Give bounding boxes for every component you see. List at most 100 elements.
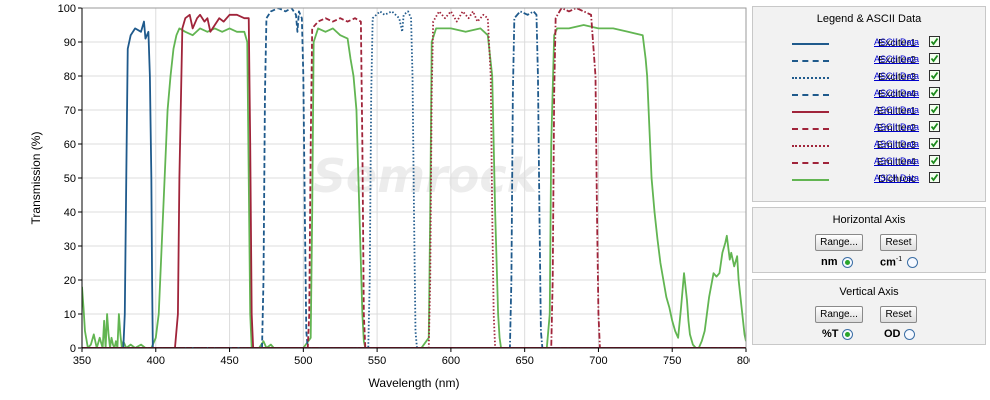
y-tick-label: 30 [64, 241, 76, 253]
nm-radio[interactable] [842, 257, 853, 268]
legend-swatch [792, 77, 829, 79]
y-tick-label: 70 [64, 105, 76, 117]
horizontal-range-button[interactable]: Range... [815, 234, 863, 251]
horizontal-axis-title: Horizontal Axis [832, 214, 906, 226]
wavenumber-option-base: cm [880, 256, 896, 269]
legend-item-exciter4: Exciter4 ASCII Data [753, 86, 985, 103]
series-emitter3 [82, 10, 746, 348]
checkmark-icon [930, 88, 939, 97]
ascii-data-link[interactable]: ASCII Data [874, 139, 920, 149]
series-exciter1 [82, 20, 746, 348]
nm-option-label: nm [821, 256, 838, 268]
od-option-label: OD [884, 328, 901, 340]
horizontal-axis-panel: Horizontal Axis Range... Reset nm cm-1 [752, 207, 986, 273]
checkmark-icon [930, 139, 939, 148]
legend-label: Emitter1 [876, 105, 916, 117]
series-visibility-checkbox[interactable] [929, 172, 940, 183]
ascii-data-link[interactable]: ASCII Data [874, 37, 920, 47]
legend-item-exciter2: Exciter2 ASCII Data [753, 52, 985, 69]
legend-item-emitter3: Emitter3 ASCII Data [753, 137, 985, 154]
series-visibility-checkbox[interactable] [929, 53, 940, 64]
series-emitter1 [82, 13, 746, 348]
series-visibility-checkbox[interactable] [929, 155, 940, 166]
legend-label: Dichroic [878, 173, 916, 185]
ascii-data-link[interactable]: ASCII Data [874, 88, 920, 98]
x-tick-label: 600 [442, 355, 460, 367]
legend-label: Emitter4 [876, 156, 916, 168]
wavenumber-option-label: cm-1 [880, 256, 902, 269]
series-exciter4 [82, 10, 746, 348]
checkmark-icon [930, 105, 939, 114]
series-exciter3 [82, 10, 746, 348]
y-tick-label: 10 [64, 309, 76, 321]
legend-label: Emitter3 [876, 139, 916, 151]
legend-item-emitter1: Emitter1 ASCII Data [753, 103, 985, 120]
series-layer [82, 8, 746, 348]
series-visibility-checkbox[interactable] [929, 138, 940, 149]
legend-panel-title: Legend & ASCII Data [816, 13, 922, 25]
ascii-data-link[interactable]: ASCII Data [874, 173, 920, 183]
legend-swatch [792, 162, 829, 164]
y-tick-label: 60 [64, 139, 76, 151]
legend-item-dichroic: Dichroic ASCII Data [753, 171, 985, 188]
x-tick-label: 700 [589, 355, 607, 367]
watermark: Semrock [313, 149, 540, 203]
vertical-range-button[interactable]: Range... [815, 306, 863, 323]
wavenumber-radio[interactable] [907, 257, 918, 268]
series-visibility-checkbox[interactable] [929, 70, 940, 81]
ascii-data-link[interactable]: ASCII Data [874, 105, 920, 115]
legend-item-emitter2: Emitter2 ASCII Data [753, 120, 985, 137]
x-tick-label: 350 [73, 355, 91, 367]
transmission-radio[interactable] [842, 329, 853, 340]
y-axis-label: Transmission (%) [29, 132, 43, 225]
grid [82, 7, 747, 348]
legend-label: Exciter1 [878, 37, 916, 49]
series-visibility-checkbox[interactable] [929, 36, 940, 47]
wavenumber-option-sup: -1 [895, 256, 903, 263]
series-emitter4 [82, 8, 746, 348]
y-tick-label: 80 [64, 71, 76, 83]
series-visibility-checkbox[interactable] [929, 87, 940, 98]
x-tick-label: 750 [663, 355, 681, 367]
legend-label: Exciter3 [878, 71, 916, 83]
ascii-data-link[interactable]: ASCII Data [874, 54, 920, 64]
ascii-data-link[interactable]: ASCII Data [874, 71, 920, 81]
y-tick-label: 90 [64, 37, 76, 49]
ascii-data-link[interactable]: ASCII Data [874, 122, 920, 132]
transmission-chart: Semrock 350 400 450 500 550 600 650 700 750 800 0 1… [29, 3, 750, 390]
x-tick-label: 650 [515, 355, 533, 367]
vertical-axis-panel: Vertical Axis Range... Reset %T OD [752, 279, 986, 345]
x-tick-label: 550 [368, 355, 386, 367]
legend-swatch [792, 94, 829, 96]
checkmark-icon [930, 173, 939, 182]
od-radio[interactable] [904, 329, 915, 340]
x-tick-label: 500 [294, 355, 312, 367]
y-tick-label: 20 [64, 275, 76, 287]
y-tick-label: 100 [58, 3, 76, 15]
series-visibility-checkbox[interactable] [929, 121, 940, 132]
legend-label: Exciter4 [878, 88, 916, 100]
legend-item-exciter3: Exciter3 ASCII Data [753, 69, 985, 86]
checkmark-icon [930, 37, 939, 46]
legend-item-exciter1: Exciter1 ASCII Data [753, 35, 985, 52]
legend-swatch [792, 128, 829, 130]
x-tick-label: 800 [737, 355, 750, 367]
y-tick-label: 40 [64, 207, 76, 219]
legend-swatch [792, 111, 829, 113]
legend-swatch [792, 145, 829, 147]
series-visibility-checkbox[interactable] [929, 104, 940, 115]
series-dichroic [82, 24, 746, 348]
legend-swatch [792, 179, 829, 181]
ascii-data-link[interactable]: ASCII Data [874, 156, 920, 166]
checkmark-icon [930, 156, 939, 165]
x-tick-label: 450 [220, 355, 238, 367]
horizontal-reset-button[interactable]: Reset [880, 234, 917, 251]
x-tick-label: 400 [147, 355, 165, 367]
legend-item-emitter4: Emitter4 ASCII Data [753, 154, 985, 171]
series-emitter2 [82, 17, 746, 348]
checkmark-icon [930, 71, 939, 80]
vertical-reset-button[interactable]: Reset [880, 306, 917, 323]
checkmark-icon [930, 54, 939, 63]
y-tick-label: 50 [64, 173, 76, 185]
vertical-axis-title: Vertical Axis [839, 286, 899, 298]
